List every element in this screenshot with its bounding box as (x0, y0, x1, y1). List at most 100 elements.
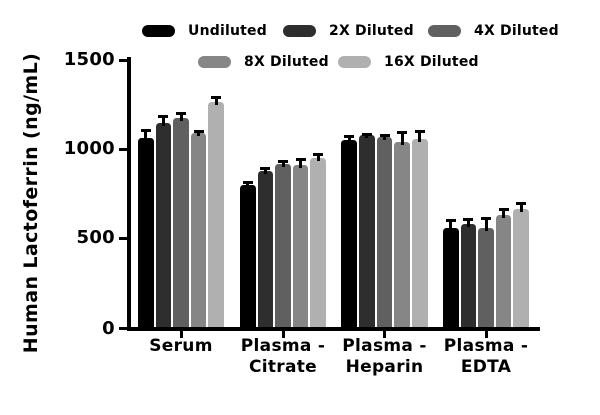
y-tick-label: 500 (76, 227, 115, 248)
bar (359, 135, 375, 327)
bar (394, 141, 410, 327)
error-bar-stem (161, 116, 165, 127)
x-category-label-line: Plasma - (342, 336, 427, 356)
legend-swatch (283, 25, 316, 37)
bar (495, 214, 512, 327)
bar (155, 123, 172, 327)
legend-label: 8X Diluted (244, 54, 329, 70)
error-bar-cap (158, 114, 169, 118)
legend-swatch (428, 25, 461, 37)
bar (137, 138, 154, 327)
bar (190, 132, 207, 327)
error-bar-cap (397, 131, 408, 135)
y-tick-label: 0 (102, 317, 115, 339)
y-tick (119, 327, 128, 331)
bar (442, 228, 459, 327)
bar (257, 170, 274, 327)
legend-item: 2X Diluted (283, 23, 414, 39)
error-bar-cap (260, 166, 271, 170)
error-bar-cap (481, 216, 491, 220)
error-bar-stem (519, 203, 523, 213)
error-bar-cap (211, 95, 222, 99)
y-tick-label: 1500 (63, 49, 115, 70)
x-tick (281, 330, 285, 338)
x-category-label: Plasma - EDTA (426, 336, 546, 378)
bar (460, 224, 477, 327)
error-bar-stem (299, 159, 303, 169)
error-bar-stem (449, 220, 453, 232)
legend-swatch (338, 56, 371, 68)
error-bar-stem (347, 136, 351, 144)
x-category-label: Plasma - Citrate (223, 336, 343, 378)
bar (173, 117, 189, 327)
error-bar-cap (313, 153, 324, 157)
legend-item: Undiluted (142, 23, 267, 39)
x-category-label: Plasma - Heparin (325, 336, 445, 378)
bar (310, 158, 327, 327)
bar (239, 184, 256, 327)
legend-item: 16X Diluted (338, 54, 479, 70)
y-axis-line (127, 57, 131, 331)
x-category-label: Serum (121, 336, 241, 357)
bar (513, 209, 530, 327)
x-category-label-line: Heparin (345, 357, 424, 377)
error-bar-stem (502, 209, 506, 218)
legend-swatch (198, 56, 231, 68)
error-bar-cap (498, 208, 509, 212)
y-axis-title: Human Lactoferrin (ng/mL) (20, 52, 42, 354)
x-category-label-line: EDTA (460, 357, 512, 377)
y-tick (119, 236, 128, 240)
x-tick (383, 330, 386, 338)
bar (376, 136, 393, 327)
error-bar-stem (246, 182, 250, 188)
error-bar-stem (316, 154, 320, 162)
x-category-label-line: Plasma - (443, 336, 529, 356)
error-bar-cap (414, 130, 425, 134)
error-bar-stem (484, 218, 488, 232)
x-category-label-line: Serum (149, 336, 213, 356)
legend-label: 2X Diluted (329, 23, 414, 39)
error-bar-stem (179, 113, 183, 121)
x-axis-line (127, 327, 540, 331)
legend-swatch (142, 25, 175, 37)
error-bar-cap (193, 130, 204, 134)
y-tick (119, 147, 128, 151)
error-bar-cap (445, 219, 456, 223)
error-bar-stem (466, 219, 470, 228)
error-bar-cap (463, 217, 474, 221)
error-bar-stem (263, 168, 267, 174)
error-bar-cap (278, 159, 288, 163)
error-bar-stem (365, 134, 369, 139)
error-bar-cap (242, 180, 253, 184)
legend-label: 4X Diluted (474, 23, 559, 39)
error-bar-stem (383, 135, 386, 140)
x-tick (179, 330, 183, 338)
error-bar-cap (140, 128, 151, 132)
x-category-label-line: Citrate (248, 357, 318, 377)
error-bar-cap (361, 132, 372, 136)
bar (275, 164, 291, 327)
legend-label: Undiluted (188, 23, 267, 39)
bar (292, 165, 309, 327)
legend-item: 8X Diluted (198, 54, 329, 70)
error-bar-stem (214, 97, 218, 105)
bar (478, 228, 494, 327)
legend-label: 16X Diluted (384, 54, 479, 70)
error-bar-cap (379, 133, 390, 137)
error-bar-stem (400, 132, 404, 145)
error-bar-stem (197, 131, 201, 136)
y-tick (119, 58, 128, 62)
error-bar-cap (344, 135, 355, 139)
legend-item: 4X Diluted (428, 23, 559, 39)
x-tick (484, 330, 488, 338)
bar (208, 101, 225, 327)
error-bar-cap (295, 157, 306, 161)
bar (341, 140, 358, 327)
y-tick-label: 1000 (63, 138, 115, 159)
error-bar-cap (516, 202, 527, 206)
error-bar-stem (418, 131, 422, 142)
error-bar-stem (144, 130, 148, 142)
error-bar-cap (176, 112, 186, 116)
x-category-label-line: Plasma - (240, 336, 326, 356)
